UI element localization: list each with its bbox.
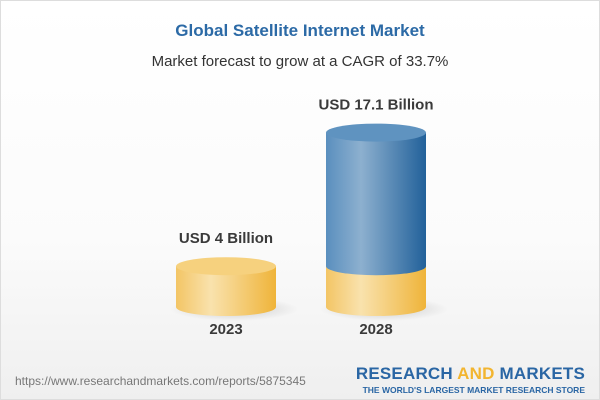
bar-2028-growth-body: [326, 132, 426, 276]
bar-2023-top: [176, 257, 276, 276]
chart-title: Global Satellite Internet Market: [175, 21, 425, 40]
bar-2028-base-body: [326, 266, 426, 316]
data-label: USD 4 Billion: [179, 230, 273, 247]
category-label: 2023: [209, 321, 242, 338]
bar-2028-growth-top: [326, 123, 426, 142]
source-url[interactable]: https://www.researchandmarkets.com/repor…: [15, 374, 306, 388]
category-label: 2028: [359, 321, 392, 338]
bar-2023-body: [176, 266, 276, 316]
research-and-markets-logo: RESEARCH AND MARKETS THE WORLD'S LARGEST…: [356, 364, 585, 395]
logo-text: MARKETS: [494, 364, 585, 383]
logo-tagline: THE WORLD'S LARGEST MARKET RESEARCH STOR…: [362, 385, 585, 395]
logo-text: RESEARCH: [355, 364, 458, 383]
chart: USD 4 Billion 2023 USD 17.1 Billion 2028: [170, 97, 448, 338]
chart-subtitle: Market forecast to grow at a CAGR of 33.…: [151, 53, 449, 70]
logo-text-and: AND: [457, 364, 495, 383]
data-label: USD 17.1 Billion: [318, 97, 433, 114]
